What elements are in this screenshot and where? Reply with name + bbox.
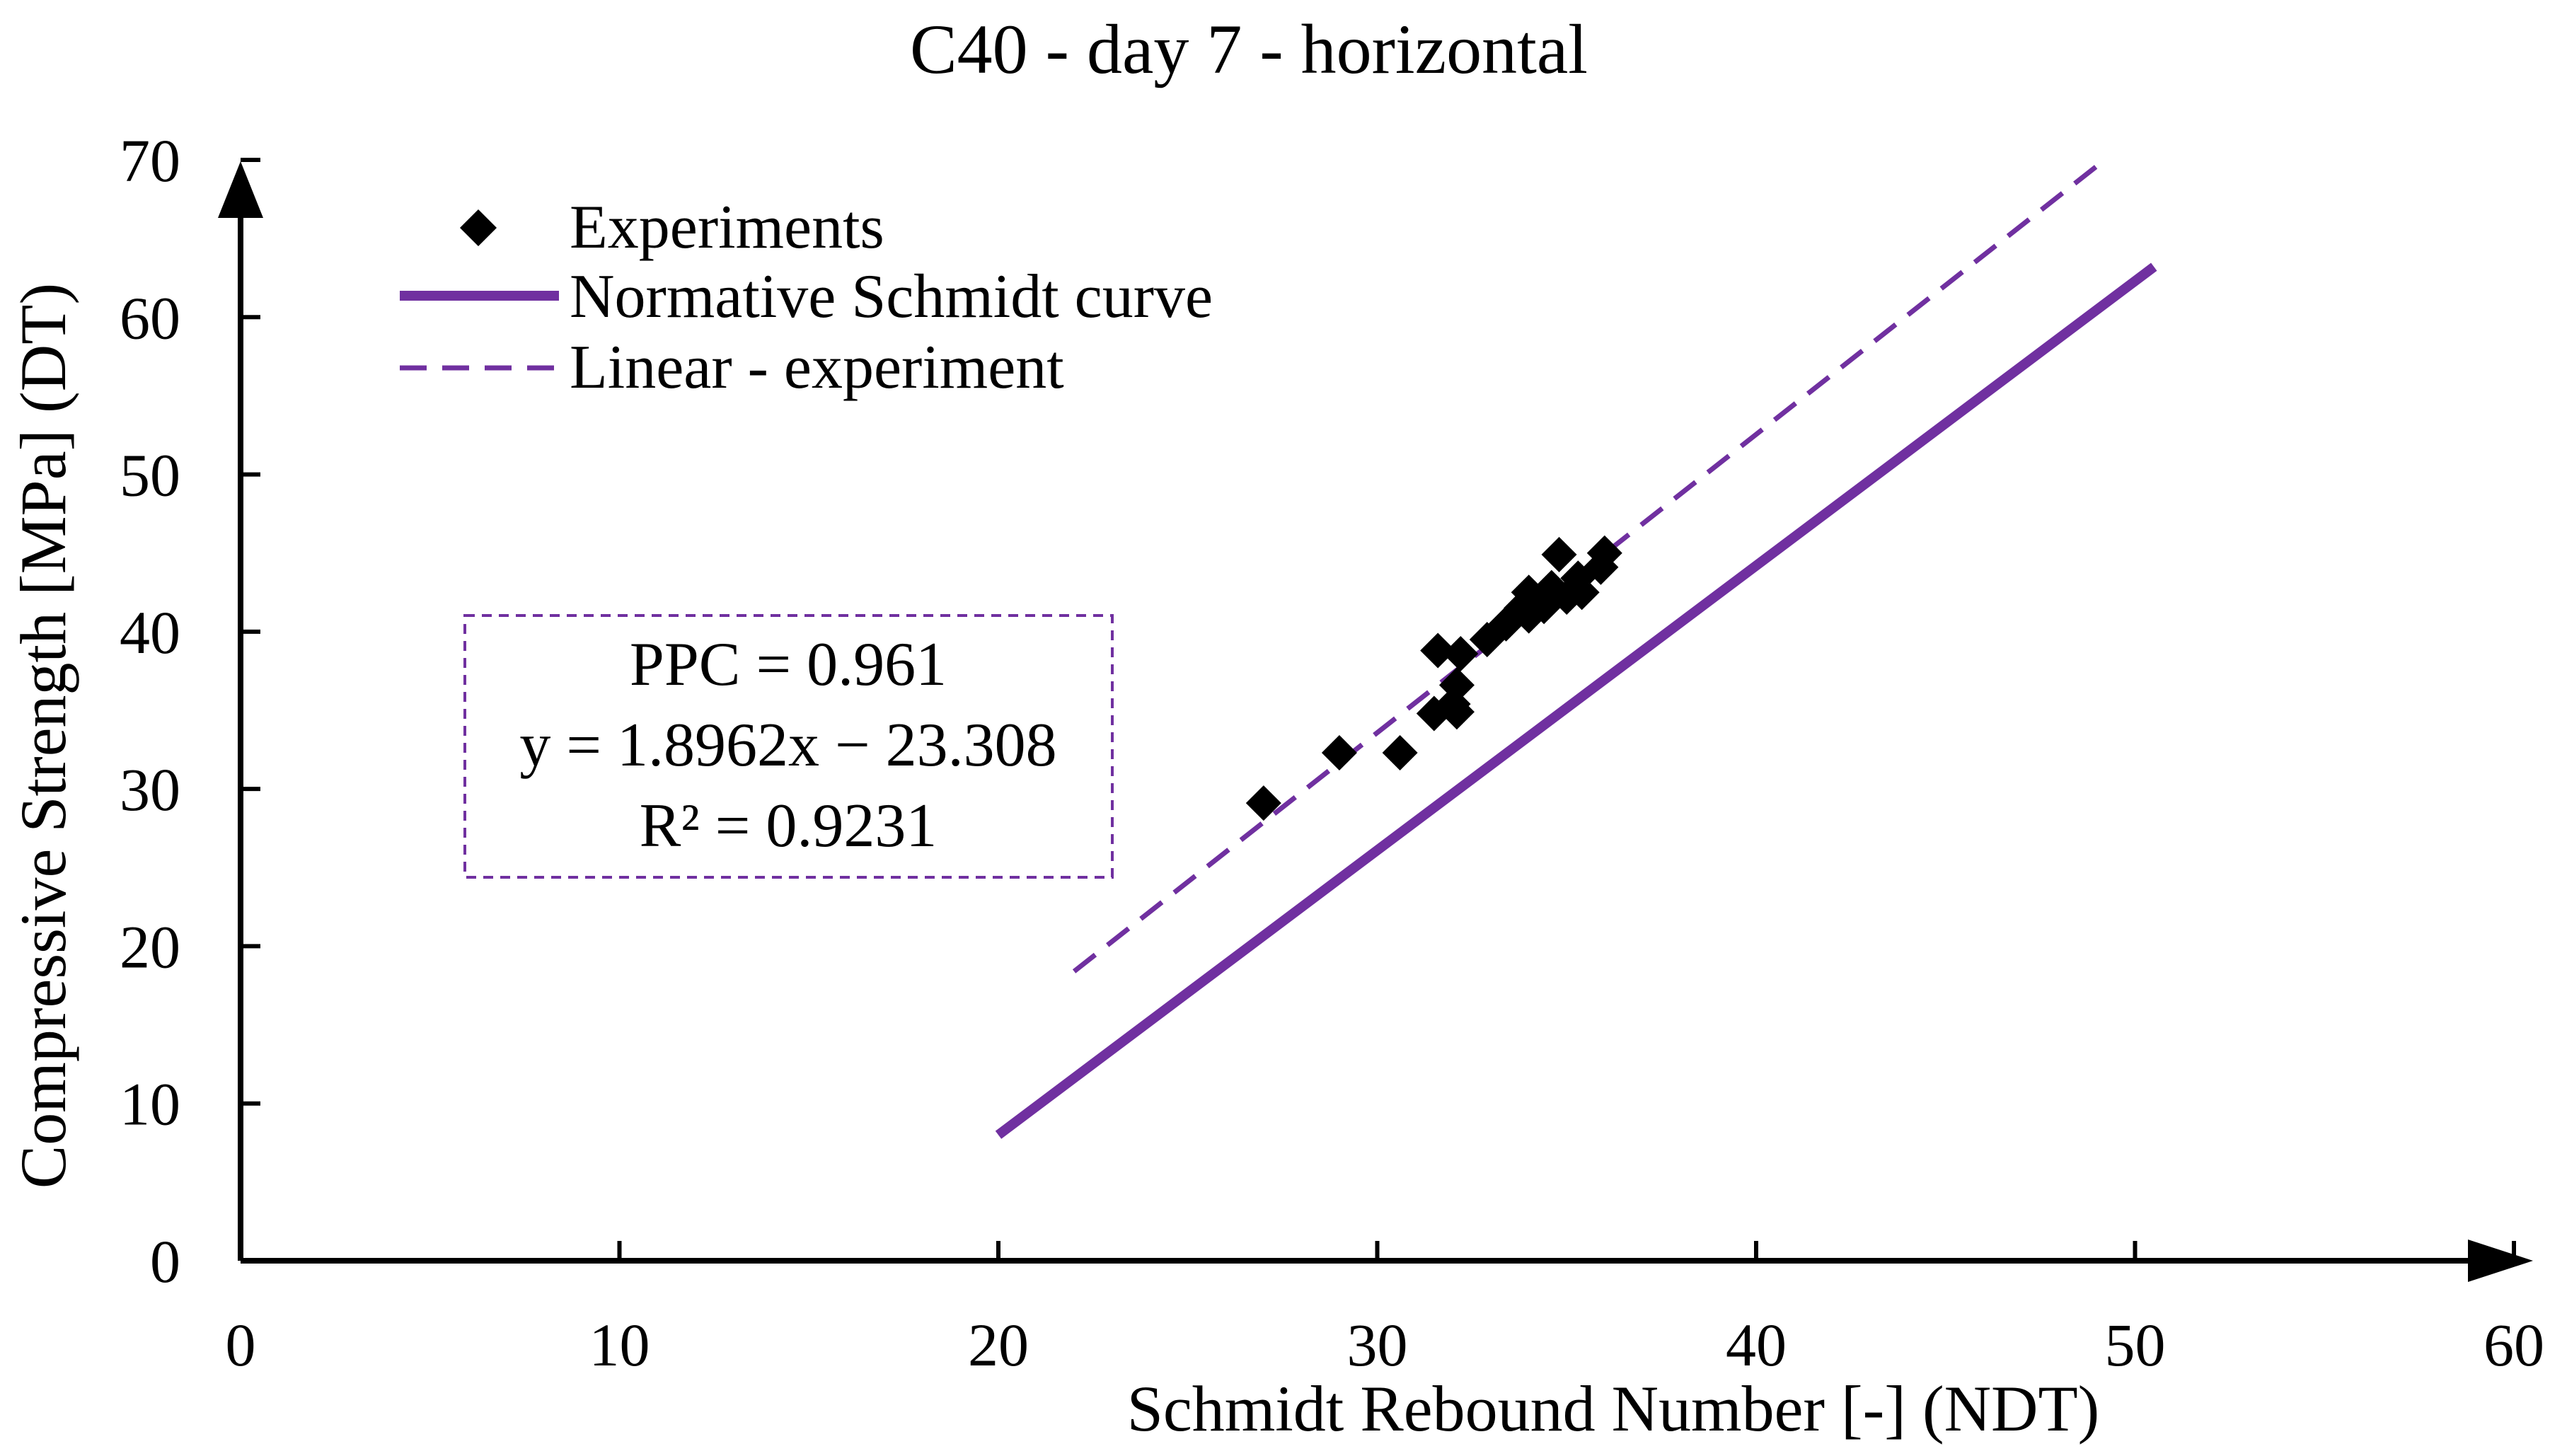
axes — [218, 161, 2533, 1282]
x-tick-label-20: 20 — [968, 1311, 1029, 1379]
data-point-1 — [1321, 735, 1357, 771]
x-tick-label-10: 10 — [589, 1311, 650, 1379]
annotation-equation: y = 1.8962x − 23.308 — [519, 711, 1056, 780]
y-tick-label-50: 50 — [120, 441, 180, 509]
data-point-16 — [1541, 536, 1577, 572]
data-point-0 — [1245, 785, 1281, 821]
data-point-6 — [1438, 694, 1475, 730]
x-tick-label-50: 50 — [2105, 1311, 2166, 1379]
legend-label-normative: Normative Schmidt curve — [570, 262, 1213, 331]
legend-marker-experiments — [460, 209, 497, 246]
y-tick-label-60: 60 — [120, 284, 180, 352]
y-tick-label-40: 40 — [120, 599, 180, 666]
data-point-4 — [1420, 632, 1456, 669]
x-tick-label-0: 0 — [226, 1311, 256, 1379]
data-point-8 — [1443, 635, 1479, 671]
y-tick-label-0: 0 — [150, 1227, 180, 1295]
tick-labels: 0 10 20 30 40 50 60 0 10 20 30 40 50 60 70 — [120, 127, 2544, 1379]
legend-label-experiments: Experiments — [570, 193, 884, 262]
normative-curve-line — [995, 262, 2157, 1139]
y-tick-label-70: 70 — [120, 127, 180, 195]
legend: Experiments Normative Schmidt curve Line… — [400, 193, 1213, 402]
y-tick-label-20: 20 — [120, 913, 180, 981]
y-axis-label: Compressive Strength [MPa] (DT) — [7, 283, 79, 1189]
x-tick-label-60: 60 — [2484, 1311, 2544, 1379]
annotation-ppc: PPC = 0.961 — [630, 630, 947, 699]
data-point-7 — [1438, 667, 1475, 703]
regression-annotation: PPC = 0.961 y = 1.8962x − 23.308 R² = 0.… — [463, 614, 1114, 879]
x-tick-label-30: 30 — [1347, 1311, 1408, 1379]
y-axis-arrow — [218, 161, 263, 218]
ticks — [241, 158, 2516, 1261]
data-point-21 — [1586, 535, 1622, 571]
x-axis-arrow — [2468, 1240, 2533, 1282]
data-point-2 — [1382, 735, 1418, 771]
annotation-box — [463, 614, 1114, 879]
annotation-r2: R² = 0.9231 — [640, 792, 938, 860]
y-tick-label-10: 10 — [120, 1070, 180, 1138]
x-axis-label: Schmidt Rebound Number [-] (NDT) — [1127, 1373, 2100, 1445]
data-point-19 — [1564, 574, 1600, 611]
chart-title: C40 - day 7 - horizontal — [910, 10, 1588, 88]
x-tick-label-40: 40 — [1726, 1311, 1787, 1379]
legend-label-linear: Linear - experiment — [570, 333, 1064, 402]
points-layer — [1245, 535, 1622, 821]
y-tick-label-30: 30 — [120, 756, 180, 824]
